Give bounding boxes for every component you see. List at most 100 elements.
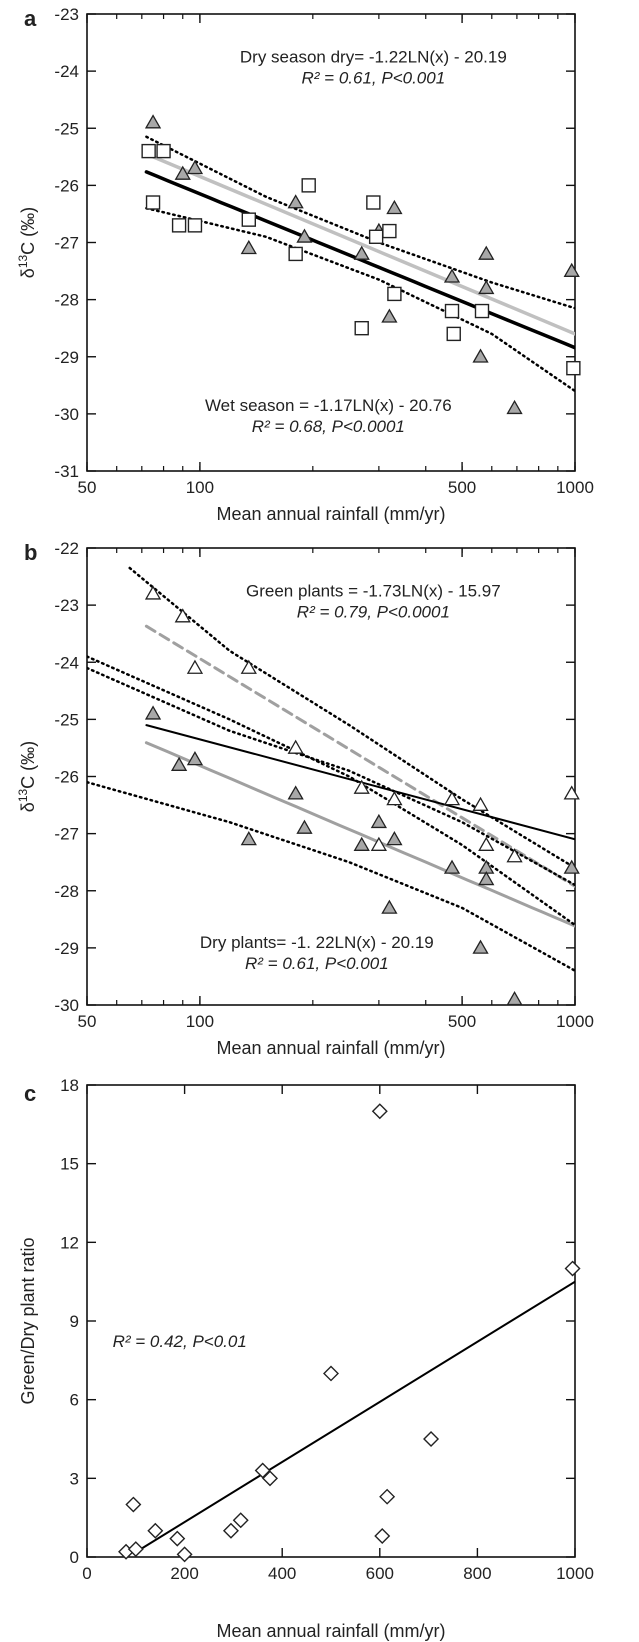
fit-line-solid [144, 152, 575, 336]
data-point-square [368, 229, 384, 244]
y-tick-label: -26 [54, 176, 79, 195]
data-point-triangle [386, 831, 403, 846]
data-point-triangle [144, 114, 162, 129]
x-axis-label: Mean annual rainfall (mm/yr) [216, 1038, 445, 1058]
data-point-triangle [240, 831, 257, 846]
fit-lines [144, 135, 575, 393]
data-point-triangle [443, 791, 461, 806]
data-point-square [354, 320, 369, 336]
data-point-triangle [186, 659, 204, 674]
data-point-triangle [186, 159, 204, 175]
data-point-diamond [262, 1470, 278, 1487]
panel-a: 50 100 500 1000 -23 -24 -25 -26 -27 -28 -29 -30 -31 D… [16, 5, 594, 524]
y-tick-label: -26 [54, 768, 79, 787]
y-axis-label: Green/Dry plant ratio [18, 1237, 38, 1404]
x-tick-label: 600 [366, 1564, 394, 1583]
series-triangle [144, 705, 580, 1006]
y-tick-label: -31 [54, 462, 79, 481]
data-point-triangle [381, 308, 398, 323]
y-axis-label-base: δ [18, 802, 38, 812]
fit-line-dashed [144, 624, 575, 888]
data-point-triangle [506, 399, 523, 415]
y-tick-label: 3 [70, 1469, 79, 1488]
panel-b: 50 100 500 1000 -22 -23 -24 -25 -26 -27 -28 -29 -30 G… [16, 539, 594, 1058]
data-point-diamond [379, 1488, 396, 1505]
fit-line-dotted [87, 655, 575, 927]
data-point-triangle [144, 705, 162, 720]
series-triangle [144, 114, 580, 415]
y-tick-label: -25 [54, 119, 79, 138]
y-tick-label: -30 [54, 405, 79, 424]
series-square [141, 143, 581, 376]
r2-label: R² = 0.61, P<0.001 [245, 954, 389, 973]
data-point-square [171, 218, 187, 233]
data-point-triangle [472, 348, 489, 363]
data-point-diamond [374, 1528, 391, 1545]
data-point-triangle [370, 836, 387, 851]
data-point-triangle [563, 859, 580, 874]
fit-line-dotted [87, 780, 575, 972]
data-point-diamond [254, 1462, 271, 1479]
x-axis-label: Mean annual rainfall (mm/yr) [216, 504, 445, 524]
data-point-diamond [169, 1530, 186, 1547]
fit-lines [139, 1280, 575, 1551]
data-point-triangle [287, 194, 304, 209]
y-tick-label: 12 [60, 1233, 79, 1252]
y-axis-label-rest: C (‰) [18, 207, 38, 255]
y-tick-label: 9 [70, 1312, 79, 1331]
data-point-triangle [563, 262, 580, 277]
y-tick-label: -23 [54, 596, 79, 615]
y-axis-label: δ13C (‰) [16, 741, 38, 812]
y-tick-label: -28 [54, 882, 79, 901]
y-axis-label: δ13C (‰) [16, 207, 38, 278]
r2-label: R² = 0.61, P<0.001 [302, 69, 446, 88]
data-point-triangle [478, 836, 495, 851]
data-point-square [288, 246, 303, 262]
series-triangle [144, 585, 580, 863]
x-tick-label: 1000 [556, 478, 594, 497]
data-point-triangle [353, 779, 370, 794]
equation-label: Dry plants= -1. 22LN(x) - 20.19 [200, 933, 434, 952]
data-point-triangle [472, 796, 489, 811]
y-tick-label: 18 [60, 1076, 79, 1095]
data-point-triangle [478, 871, 495, 886]
y-tick-label: -29 [54, 348, 79, 367]
data-point-triangle [287, 785, 304, 800]
data-point-triangle [287, 739, 304, 754]
data-point-diamond [127, 1541, 144, 1558]
data-point-diamond [232, 1512, 249, 1529]
series-diamond [118, 1103, 581, 1563]
x-tick-label: 50 [78, 478, 97, 497]
x-axis-label: Mean annual rainfall (mm/yr) [216, 1621, 445, 1641]
data-point-square [301, 178, 316, 193]
fit-line-dotted [128, 566, 575, 870]
data-point-triangle [386, 791, 403, 806]
data-point-diamond [222, 1522, 239, 1539]
data-point-square [187, 218, 203, 233]
x-tick-label: 500 [448, 478, 476, 497]
equation-label: Dry season dry= -1.22LN(x) - 20.19 [240, 48, 507, 67]
x-tick-label: 1000 [556, 1012, 594, 1031]
panel-letter: a [24, 6, 37, 31]
data-point-triangle [240, 239, 257, 255]
data-point-square [366, 195, 381, 210]
data-point-square [387, 286, 402, 302]
x-tick-label: 500 [448, 1012, 476, 1031]
x-tick-label: 100 [186, 478, 214, 497]
data-point-triangle [174, 165, 191, 180]
r2-label: R² = 0.68, P<0.0001 [252, 417, 405, 436]
data-point-triangle [353, 245, 370, 260]
data-point-triangle [506, 990, 523, 1006]
y-tick-label: -28 [54, 291, 79, 310]
data-point-square [474, 303, 490, 319]
data-point-diamond [125, 1496, 142, 1513]
data-point-square [382, 223, 397, 239]
data-point-triangle [353, 836, 370, 851]
data-point-diamond [176, 1546, 193, 1563]
equation-label: Green plants = -1.73LN(x) - 15.97 [246, 582, 501, 601]
panel-letter: b [24, 540, 37, 565]
y-tick-label: -24 [54, 62, 79, 81]
y-tick-label: -22 [54, 539, 79, 558]
data-point-triangle [506, 848, 523, 863]
